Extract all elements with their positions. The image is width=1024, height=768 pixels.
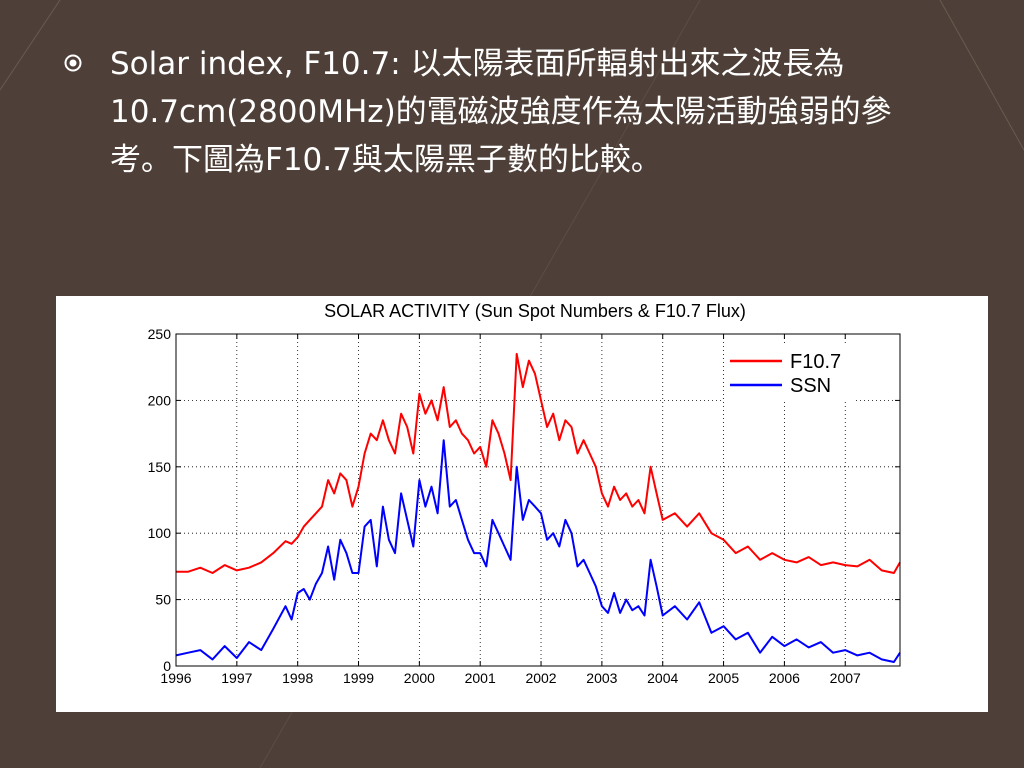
- legend-box: [724, 344, 856, 402]
- circled-dot-icon: [64, 54, 82, 72]
- x-tick-label: 2005: [708, 670, 739, 686]
- y-tick-label: 200: [148, 392, 172, 408]
- x-tick-label: 2001: [465, 670, 496, 686]
- y-tick-label: 250: [148, 326, 172, 342]
- bullet-ring: [64, 54, 82, 72]
- solar-activity-chart: SOLAR ACTIVITY (Sun Spot Numbers & F10.7…: [148, 301, 901, 686]
- decor-line-right: [939, 0, 1024, 151]
- legend-label: SSN: [790, 375, 831, 397]
- x-tick-label: 1996: [160, 670, 191, 686]
- x-tick-label: 2000: [404, 670, 435, 686]
- bullet-dot: [69, 59, 77, 67]
- x-tick-label: 1997: [221, 670, 252, 686]
- x-tick-label: 2006: [769, 670, 800, 686]
- x-tick-label: 2004: [647, 670, 678, 686]
- series-line-ssn: [175, 439, 901, 663]
- x-tick-label: 2007: [830, 670, 861, 686]
- plot-frame: [175, 333, 901, 667]
- y-tick-label: 150: [148, 459, 172, 475]
- bullet-text: Solar index, F10.7: 以太陽表面所輻射出來之波長為10.7cm…: [110, 46, 892, 178]
- series-line-f10-7: [176, 352, 901, 574]
- x-tick-label: 1999: [343, 670, 374, 686]
- legend-label: F10.7: [790, 351, 841, 373]
- y-tick-label: 100: [148, 525, 172, 541]
- x-tick-label: 1998: [282, 670, 313, 686]
- y-tick-label: 50: [155, 592, 171, 608]
- y-tick-label: 0: [163, 658, 171, 674]
- decor-line-left: [0, 0, 61, 91]
- chart-panel: SOLAR ACTIVITY (Sun Spot Numbers & F10.7…: [56, 296, 988, 712]
- x-tick-label: 2002: [525, 670, 556, 686]
- chart-title: SOLAR ACTIVITY (Sun Spot Numbers & F10.7…: [324, 301, 746, 321]
- x-tick-label: 2003: [586, 670, 617, 686]
